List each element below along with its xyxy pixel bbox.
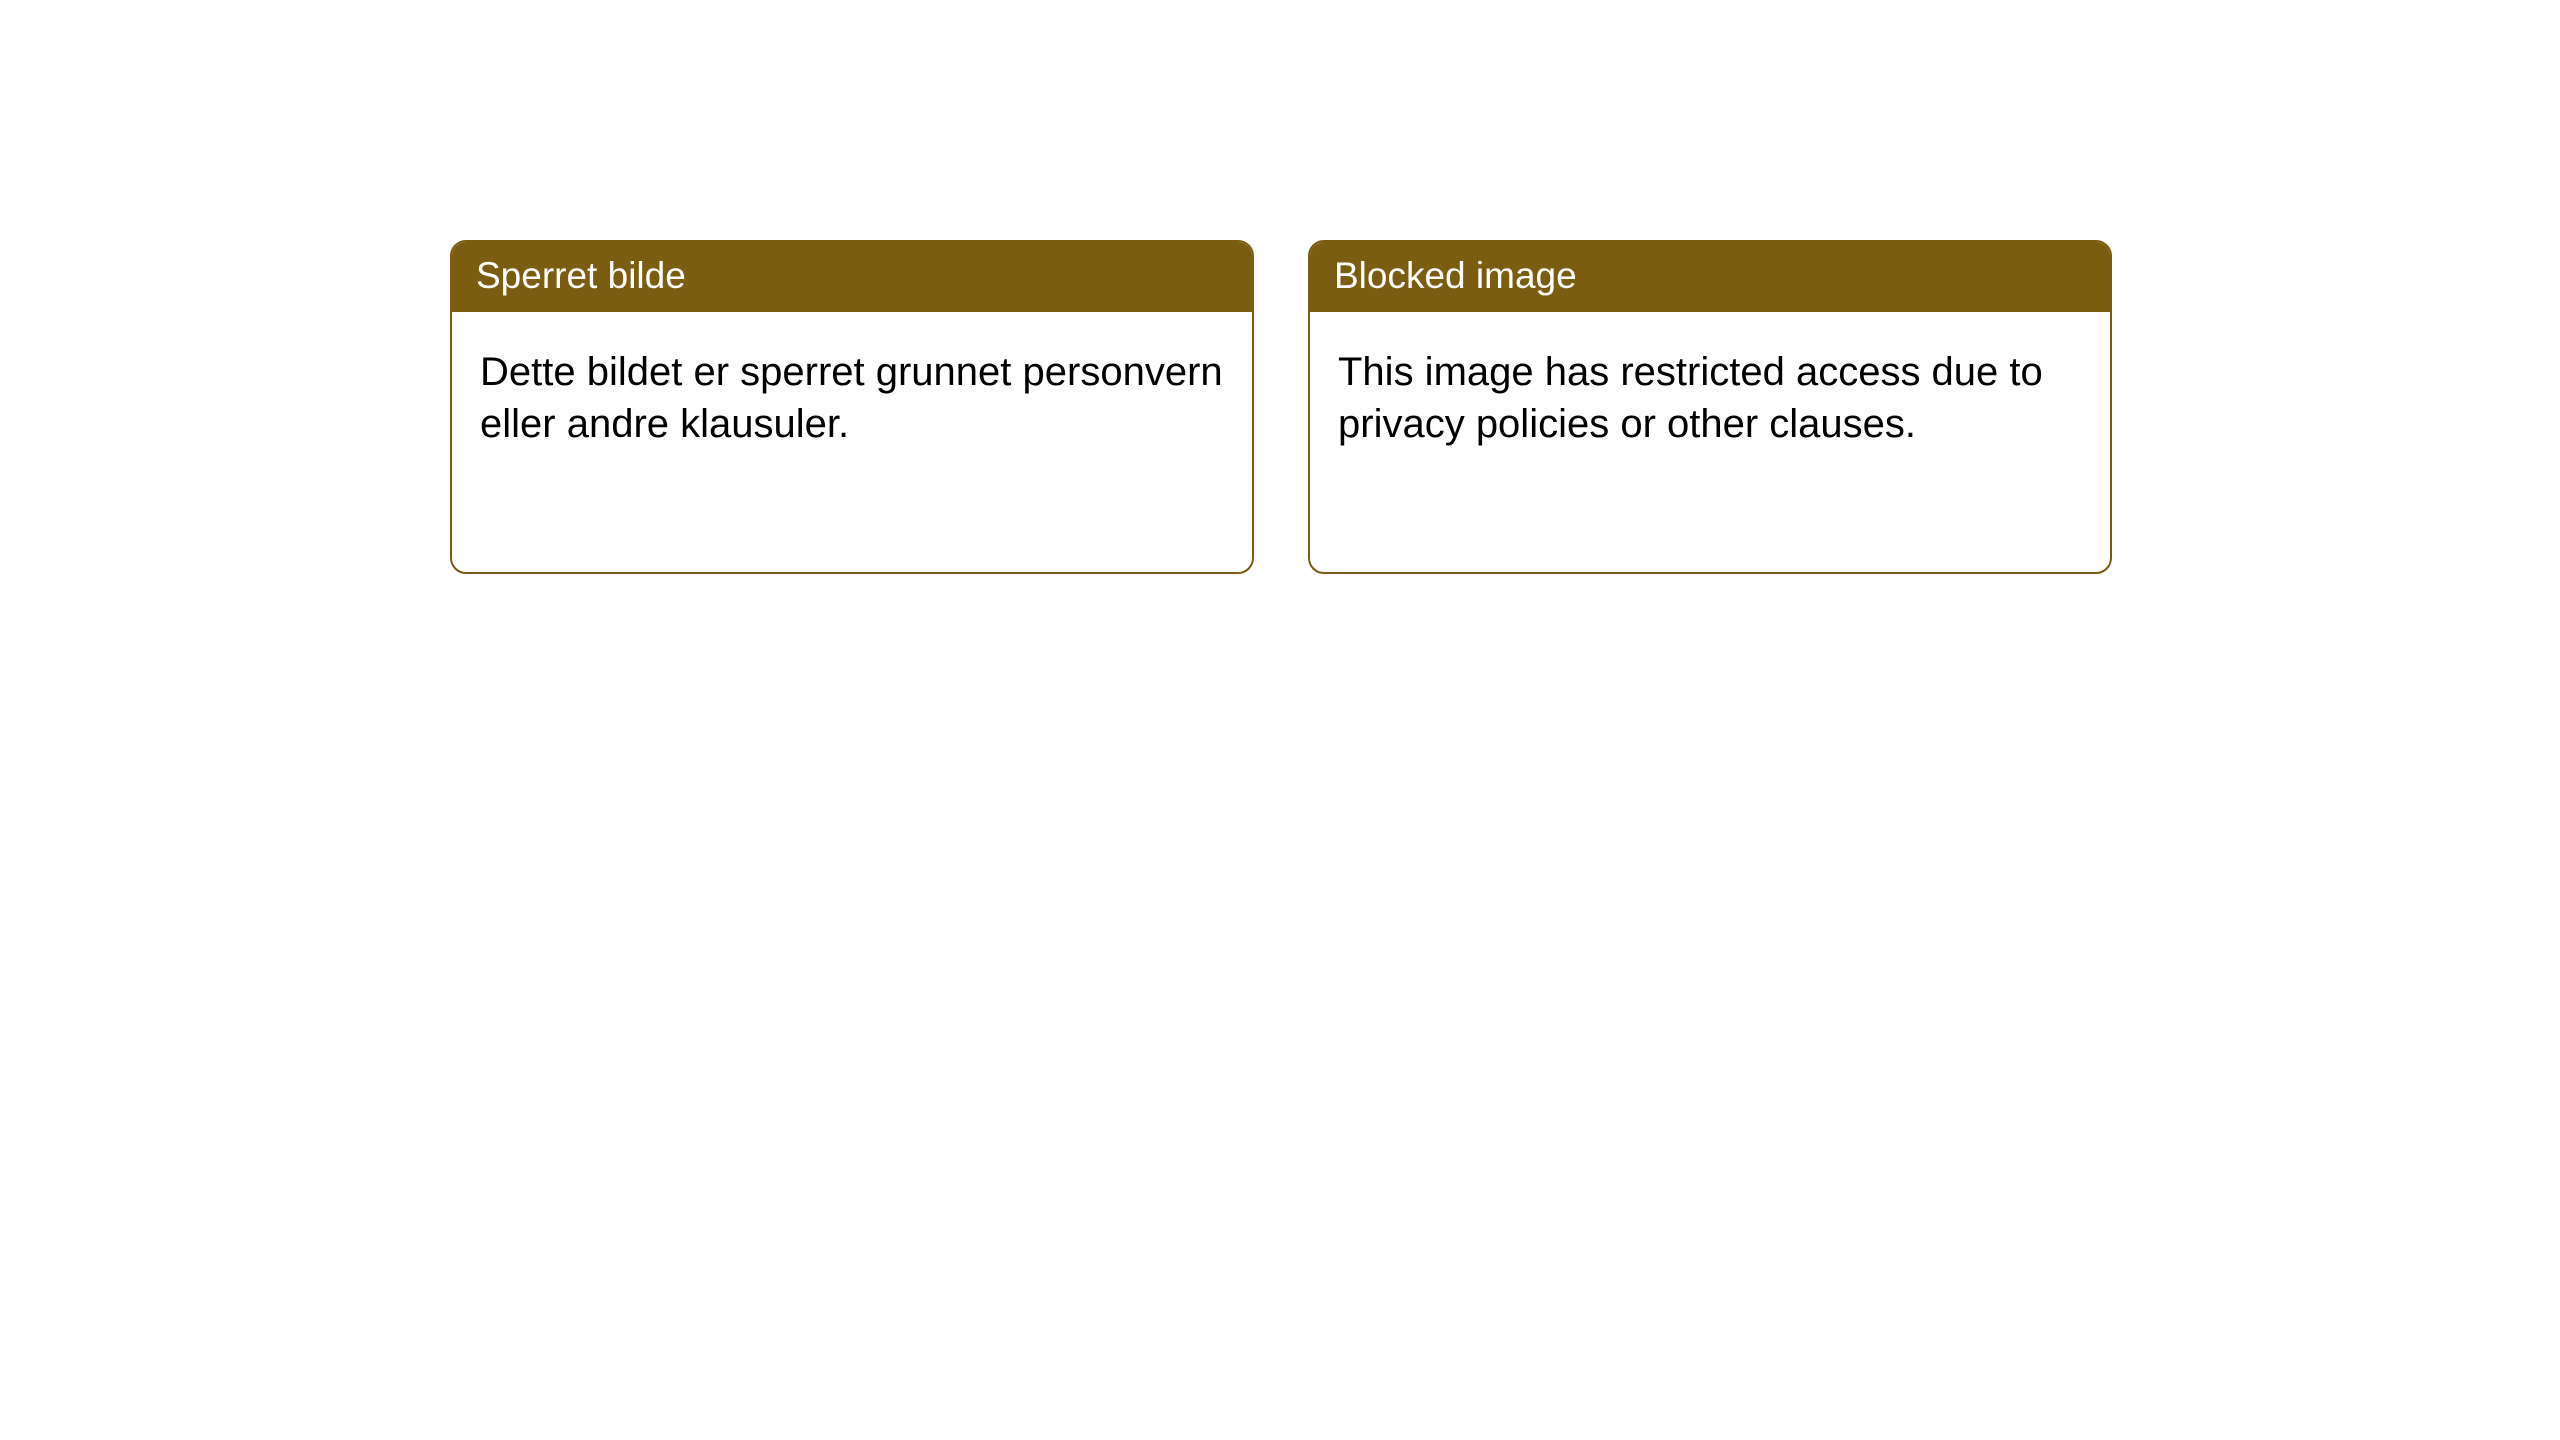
notice-card-norwegian: Sperret bilde Dette bildet er sperret gr… xyxy=(450,240,1254,574)
notice-card-english: Blocked image This image has restricted … xyxy=(1308,240,2112,574)
notice-body: Dette bildet er sperret grunnet personve… xyxy=(452,312,1252,484)
notice-header: Blocked image xyxy=(1310,242,2110,312)
notice-body: This image has restricted access due to … xyxy=(1310,312,2110,484)
notice-container: Sperret bilde Dette bildet er sperret gr… xyxy=(450,240,2112,574)
notice-header: Sperret bilde xyxy=(452,242,1252,312)
